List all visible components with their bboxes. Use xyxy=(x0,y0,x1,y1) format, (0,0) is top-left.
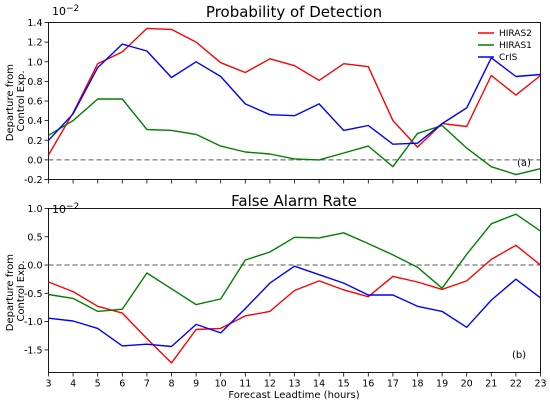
x-tick-label: 13 xyxy=(288,379,300,390)
x-tick-label: 8 xyxy=(168,379,174,390)
series-line-hiras2 xyxy=(47,27,541,156)
series-line-hiras1 xyxy=(48,213,541,313)
scale-base: 10 xyxy=(52,5,66,18)
x-axis-label: Forecast Leadtime (hours) xyxy=(228,390,359,401)
x-tick-label: 11 xyxy=(239,379,251,390)
y-tick-label: 1.4 xyxy=(27,18,42,29)
x-tick-label: 16 xyxy=(362,379,374,390)
x-tick-label: 14 xyxy=(313,379,325,390)
x-tick-label: 12 xyxy=(264,379,276,390)
chart-title: False Alarm Rate xyxy=(231,192,357,210)
x-tick-label: 19 xyxy=(436,379,448,390)
y-tick-label: -0.2 xyxy=(24,175,43,186)
legend-label-hiras1: HIRAS1 xyxy=(499,41,532,51)
legend-label-hiras2: HIRAS2 xyxy=(499,29,532,39)
legend: HIRAS2 HIRAS1 CrIS xyxy=(478,29,532,63)
panel-far: False Alarm Rate 10 −2 -1.5 -1.0 -0.5 0.0 0.… xyxy=(5,192,547,401)
x-tick-label: 17 xyxy=(387,379,399,390)
plot-frame xyxy=(48,22,541,180)
y-tick-label: -1.5 xyxy=(24,345,43,356)
x-tick-label: 5 xyxy=(95,379,101,390)
scale-exponent: −2 xyxy=(66,4,79,14)
x-tick-label: 9 xyxy=(193,379,199,390)
y-tick-label: 0.0 xyxy=(27,261,42,272)
y-tick-label: 0.5 xyxy=(27,232,42,243)
scale-base: 10 xyxy=(52,203,66,216)
y-axis-label: Departure from Control Exp. xyxy=(5,61,27,141)
panel-label: (a) xyxy=(517,158,531,169)
scale-exponent: −2 xyxy=(66,202,79,212)
series-lines xyxy=(48,213,541,364)
x-axis xyxy=(48,179,541,184)
y-axis: -1.5 -1.0 -0.5 0.0 0.5 1.0 xyxy=(24,204,49,356)
series-line-cris xyxy=(48,265,541,348)
x-tick-label: 18 xyxy=(411,379,423,390)
series-line-cris xyxy=(47,43,541,145)
series-line-hiras2 xyxy=(48,244,541,364)
y-tick-label: -0.5 xyxy=(24,289,43,300)
y-tick-label: 0.2 xyxy=(27,136,42,147)
y-tick-label: 0.4 xyxy=(27,116,42,127)
y-tick-label: 1.0 xyxy=(27,57,42,68)
x-tick-label: 20 xyxy=(461,379,473,390)
panel-label: (b) xyxy=(512,350,526,361)
x-axis: 3 4 5 6 7 8 9 10 11 12 13 14 15 16 17 18 19 20 21 22 23 xyxy=(45,372,547,390)
x-tick-label: 22 xyxy=(510,379,522,390)
y-axis: -0.2 0.0 0.2 0.4 0.6 0.8 1.0 1.2 1.4 xyxy=(24,18,49,186)
y-tick-label: 0.6 xyxy=(27,97,42,108)
panel-pod: Probability of Detection 10 −2 -0.2 0.0 0.… xyxy=(5,3,541,186)
series-line-hiras1 xyxy=(48,98,541,176)
y-tick-label: -1.0 xyxy=(24,317,43,328)
x-tick-label: 10 xyxy=(215,379,227,390)
y-tick-label: 1.2 xyxy=(27,38,42,49)
x-tick-label: 21 xyxy=(485,379,497,390)
x-tick-label: 7 xyxy=(144,379,150,390)
x-tick-label: 23 xyxy=(534,379,546,390)
y-tick-label: 1.0 xyxy=(27,204,42,215)
y-tick-label: 0.0 xyxy=(27,155,42,166)
y-tick-label: 0.8 xyxy=(27,77,42,88)
x-tick-label: 6 xyxy=(119,379,125,390)
legend-label-cris: CrIS xyxy=(499,53,518,63)
x-tick-label: 15 xyxy=(338,379,350,390)
series-lines xyxy=(47,27,541,176)
chart-title: Probability of Detection xyxy=(206,3,382,21)
x-tick-label: 3 xyxy=(45,379,51,390)
y-axis-label: Departure from Control Exp. xyxy=(5,251,27,331)
x-tick-label: 4 xyxy=(70,379,76,390)
